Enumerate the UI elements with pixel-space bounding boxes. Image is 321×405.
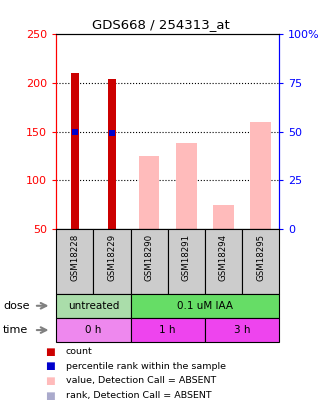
Text: GSM18229: GSM18229 [108,234,117,281]
Text: ■: ■ [45,391,55,401]
Text: ■: ■ [45,347,55,356]
Bar [131,294,279,318]
Text: GSM18290: GSM18290 [145,234,154,281]
Text: value, Detection Call = ABSENT: value, Detection Call = ABSENT [66,377,216,386]
Bar [242,229,279,294]
Bar [176,143,196,229]
Text: dose: dose [3,301,30,311]
Text: ■: ■ [45,361,55,371]
Bar [131,318,205,342]
Text: GSM18295: GSM18295 [256,234,265,281]
Bar [205,229,242,294]
Bar [56,318,131,342]
Text: rank, Detection Call = ABSENT: rank, Detection Call = ABSENT [66,391,212,400]
Text: time: time [3,325,29,335]
Bar [71,73,79,229]
Text: 0.1 uM IAA: 0.1 uM IAA [177,301,233,311]
Bar [213,205,234,229]
Text: 1 h: 1 h [160,325,176,335]
Bar [56,229,93,294]
Text: percentile rank within the sample: percentile rank within the sample [66,362,226,371]
Bar [131,229,168,294]
Text: 3 h: 3 h [234,325,250,335]
Bar [93,229,131,294]
Text: GSM18294: GSM18294 [219,234,228,281]
Text: GSM18228: GSM18228 [70,234,79,281]
Bar [168,229,205,294]
Bar [56,294,131,318]
Text: GSM18291: GSM18291 [182,234,191,281]
Text: untreated: untreated [68,301,119,311]
Text: 0 h: 0 h [85,325,101,335]
Bar [108,79,116,229]
Bar [250,122,271,229]
Text: ■: ■ [45,376,55,386]
Bar [205,318,279,342]
Text: count: count [66,347,92,356]
Bar [139,156,159,229]
Text: GDS668 / 254313_at: GDS668 / 254313_at [91,18,230,31]
